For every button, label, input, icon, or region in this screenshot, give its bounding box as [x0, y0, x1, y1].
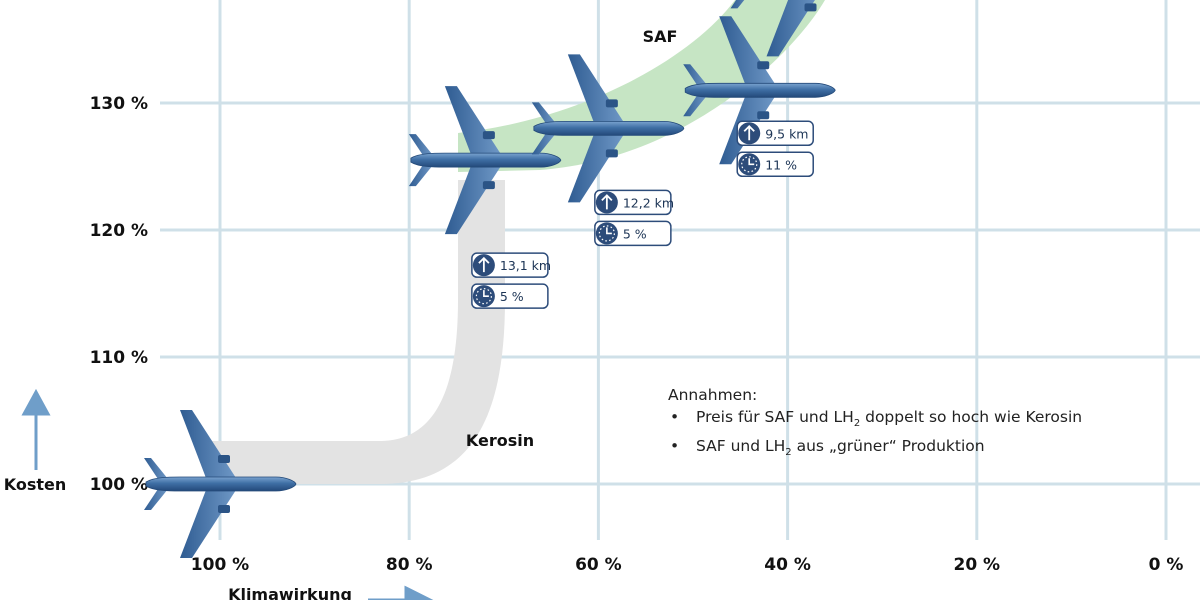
assumptions-title: Annahmen:	[668, 386, 758, 404]
time-badge: 5 %	[471, 283, 549, 309]
aircraft-marker	[730, 0, 817, 57]
y-axis-title: Kosten	[4, 475, 67, 494]
range-badge: 13,1 km	[471, 252, 551, 278]
clock-icon	[472, 285, 495, 308]
badge-value: 11 %	[765, 157, 797, 172]
assumptions-list: Preis für SAF und LH2 doppelt so hoch wi…	[668, 406, 1128, 464]
badge-value: 9,5 km	[765, 126, 808, 141]
badge-value: 5 %	[623, 226, 647, 241]
axis-titles: Kosten Klimawirkung	[4, 388, 434, 600]
arrow-up-icon	[595, 191, 618, 214]
clock-icon	[595, 222, 618, 245]
aircraft-marker	[531, 54, 685, 203]
badge-value: 13,1 km	[500, 258, 551, 273]
range-badge: 12,2 km	[594, 189, 674, 216]
band-kerosin	[205, 180, 505, 484]
arrow-up-icon	[472, 254, 495, 277]
x-tick-label: 60 %	[575, 555, 622, 575]
x-tick-label: 40 %	[764, 555, 811, 575]
assumptions-note: Annahmen: Preis für SAF und LH2 doppelt …	[668, 384, 1128, 464]
y-tick-label: 120 %	[90, 221, 148, 241]
time-badge: 5 %	[594, 220, 672, 247]
clock-icon	[738, 153, 761, 176]
x-tick-label: 80 %	[386, 555, 433, 575]
y-tick-label: 100 %	[90, 475, 148, 495]
assumption-item-1: Preis für SAF und LH2 doppelt so hoch wi…	[668, 406, 1128, 435]
badge-value: 12,2 km	[623, 195, 674, 210]
badge-value: 5 %	[500, 289, 524, 304]
arrow-up-icon	[738, 122, 761, 145]
x-tick-label: 20 %	[953, 555, 1000, 575]
aircraft-markers	[144, 0, 836, 558]
aircraft-marker	[144, 410, 297, 558]
y-tick-label: 130 %	[90, 94, 148, 114]
time-badge: 11 %	[736, 151, 814, 178]
y-tick-labels: 100 % 110 % 120 % 130 %	[90, 94, 148, 495]
x-tick-labels: 100 % 80 % 60 % 40 % 20 % 0 %	[191, 555, 1184, 575]
aircraft-marker	[408, 86, 562, 235]
y-axis-arrow-icon	[21, 388, 51, 470]
x-axis-arrow-icon	[368, 585, 434, 600]
band-label-kerosin: Kerosin	[466, 431, 534, 450]
range-badge: 9,5 km	[736, 120, 814, 147]
band-label-saf: SAF	[643, 27, 678, 46]
assumption-item-2: SAF und LH2 aus „grüner“ Produktion	[668, 435, 1128, 464]
x-axis-title: Klimawirkung	[228, 585, 352, 600]
y-tick-label: 110 %	[90, 348, 148, 368]
x-tick-label: 100 %	[191, 555, 249, 575]
x-tick-label: 0 %	[1149, 555, 1184, 575]
band-labels: Kerosin SAF	[466, 27, 678, 450]
